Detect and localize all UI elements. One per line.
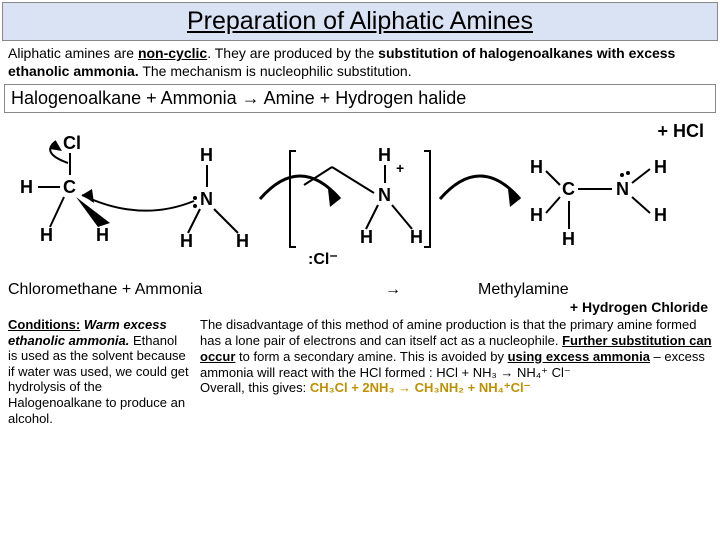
svg-text:N: N (378, 185, 391, 205)
intro-paragraph: Aliphatic amines are non-cyclic. They ar… (0, 43, 720, 84)
svg-text:Cl: Cl (63, 133, 81, 153)
svg-text:C: C (562, 179, 575, 199)
intro-noncyclic: non-cyclic (138, 45, 207, 61)
disadv-u2: using excess ammonia (508, 349, 650, 364)
reactant-names: Chloromethane + Ammonia (8, 281, 318, 299)
structure-svg: C Cl H H H N H H H (0, 113, 720, 281)
overall-label: Overall, this gives: (200, 380, 310, 395)
disadv-t2: to form a secondary amine. This is avoid… (235, 349, 507, 364)
svg-text:H: H (96, 225, 109, 245)
svg-text:H: H (360, 227, 373, 247)
svg-text:H: H (200, 145, 213, 165)
plus-hcl-label: + HCl (657, 121, 704, 142)
svg-text:H: H (654, 157, 667, 177)
svg-text:H: H (20, 177, 33, 197)
intro-t3: The mechanism is nucleophilic substituti… (139, 63, 412, 79)
svg-text:+: + (396, 160, 404, 176)
svg-text:N: N (616, 179, 629, 199)
reaction-arrow: → (318, 281, 468, 299)
plus-hydrogen-chloride: + Hydrogen Chloride (0, 299, 720, 315)
conditions-block: Conditions: Warm excess ethanolic ammoni… (8, 317, 190, 426)
bottom-columns: Conditions: Warm excess ethanolic ammoni… (0, 315, 720, 426)
intro-t2: . They are produced by the (207, 45, 378, 61)
conditions-header: Conditions: (8, 317, 80, 332)
page-title: Preparation of Aliphatic Amines (2, 2, 718, 41)
svg-text:H: H (530, 157, 543, 177)
reaction-names: Chloromethane + Ammonia → Methylamine (0, 281, 720, 299)
disadvantage-block: The disadvantage of this method of amine… (200, 317, 712, 426)
svg-text:N: N (200, 189, 213, 209)
svg-text:H: H (562, 229, 575, 249)
chloride-ion-label: :Cl⁻ (308, 249, 338, 269)
svg-text:H: H (410, 227, 423, 247)
word-equation: Halogenoalkane + Ammonia → Amine + Hydro… (4, 84, 716, 113)
svg-text:H: H (236, 231, 249, 251)
svg-text:H: H (378, 145, 391, 165)
mechanism-diagram: C Cl H H H N H H H (0, 113, 720, 281)
svg-text:C: C (63, 177, 76, 197)
svg-text:H: H (654, 205, 667, 225)
svg-text:H: H (40, 225, 53, 245)
intro-t1: Aliphatic amines are (8, 45, 138, 61)
overall-equation: CH₃Cl + 2NH₃ → CH₃NH₂ + NH₄⁺Cl⁻ (310, 380, 531, 395)
overall-line: Overall, this gives: CH₃Cl + 2NH₃ → CH₃N… (200, 380, 531, 395)
svg-text:H: H (530, 205, 543, 225)
product-name: Methylamine (468, 281, 712, 299)
svg-text:H: H (180, 231, 193, 251)
